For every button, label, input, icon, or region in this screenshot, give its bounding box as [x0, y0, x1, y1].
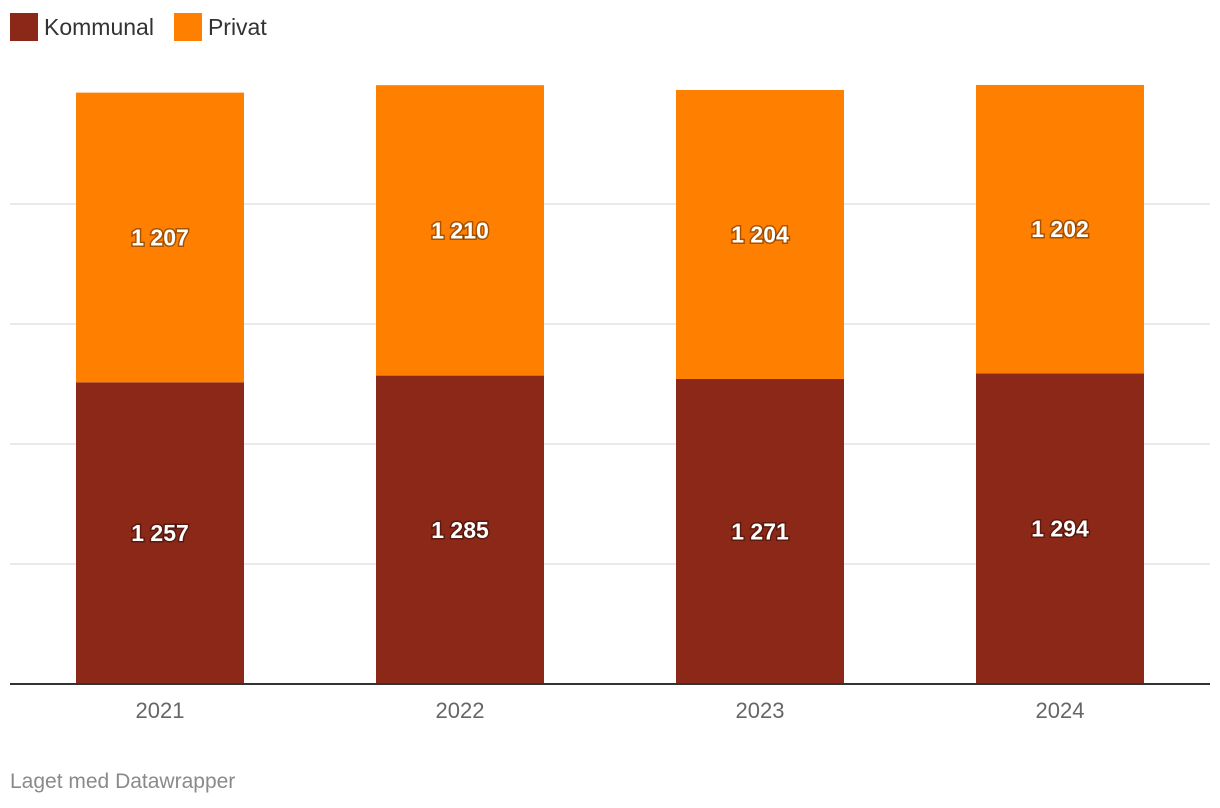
bar-privat-2022 — [376, 85, 544, 376]
bar-kommunal-2023 — [676, 378, 844, 684]
bar-privat-2023 — [676, 90, 844, 379]
bar-privat-2021 — [76, 92, 244, 383]
data-label: 1 294 — [1031, 516, 1089, 542]
legend-label-privat: Privat — [207, 13, 267, 40]
x-tick-label: 2024 — [1036, 698, 1085, 723]
data-label: 1 257 — [131, 520, 189, 546]
stacked-bar-chart: 1 257 1 207 2021 1 285 1 210 2022 1 271 1 204 20… — [10, 84, 1210, 723]
data-label: 1 204 — [731, 221, 789, 247]
data-label: 1 271 — [731, 518, 789, 544]
legend-label-kommunal: Kommunal — [44, 13, 154, 40]
credit-text: Laget med Datawrapper — [10, 770, 236, 793]
bar-kommunal-2022 — [376, 375, 544, 684]
data-label: 1 202 — [1031, 216, 1089, 242]
bar-privat-2024 — [976, 84, 1144, 374]
data-label: 1 210 — [431, 217, 489, 243]
legend-item-kommunal: Kommunal — [10, 13, 154, 41]
legend-item-privat: Privat — [173, 13, 267, 41]
data-label: 1 285 — [431, 517, 489, 543]
bar-kommunal-2021 — [76, 382, 244, 684]
legend-swatch-kommunal — [10, 13, 38, 41]
legend-swatch-privat — [173, 13, 202, 41]
x-tick-label: 2023 — [736, 698, 785, 723]
x-tick-label: 2021 — [136, 698, 185, 723]
legend: Kommunal Privat — [10, 12, 287, 42]
data-label: 1 207 — [131, 224, 189, 250]
x-tick-label: 2022 — [436, 698, 485, 723]
bar-kommunal-2024 — [976, 373, 1144, 684]
